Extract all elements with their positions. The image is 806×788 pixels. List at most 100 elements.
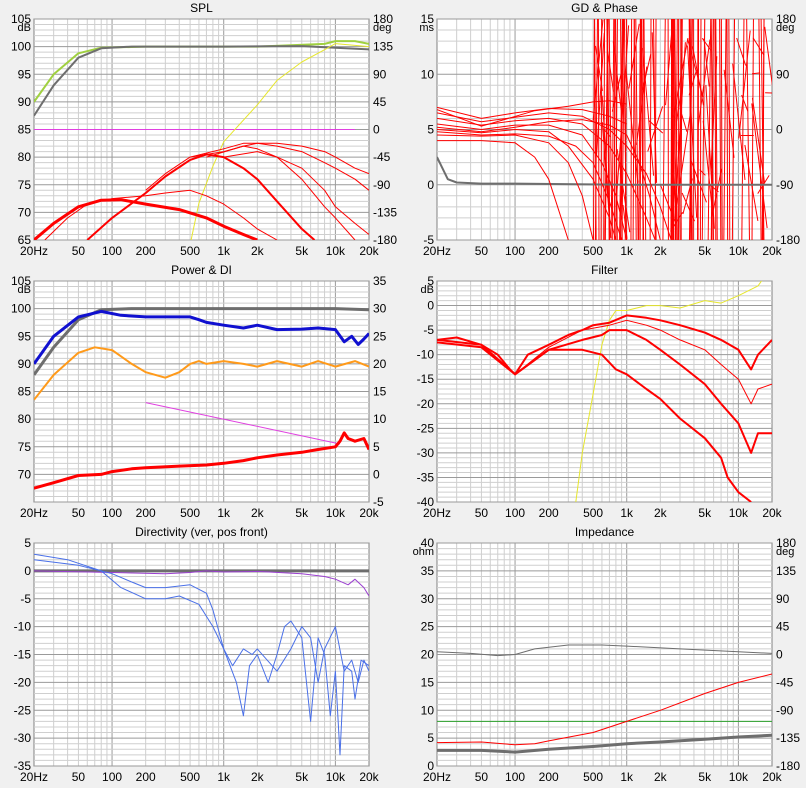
phase-segment bbox=[736, 37, 747, 66]
series-group bbox=[34, 307, 369, 490]
phase-wrap-line bbox=[699, 19, 702, 240]
phase-segment bbox=[702, 120, 713, 211]
phase-segment bbox=[674, 110, 692, 215]
phase-segment bbox=[660, 185, 677, 224]
phase-wrap-line bbox=[758, 19, 762, 240]
x-tick-label: 1k bbox=[217, 244, 231, 258]
phase-wrap-line bbox=[630, 19, 633, 240]
y2-tick-label: -135 bbox=[776, 731, 800, 745]
series-line bbox=[34, 346, 369, 401]
y2-tick-label: -45 bbox=[373, 150, 391, 164]
phase-segment bbox=[612, 41, 622, 111]
y2-tick-label: 0 bbox=[373, 123, 380, 137]
series-line bbox=[34, 559, 369, 683]
y-tick-label: -35 bbox=[14, 759, 32, 773]
phase-segment bbox=[651, 32, 658, 183]
phase-segment bbox=[642, 48, 655, 176]
x-tick-label: 20k bbox=[359, 244, 379, 258]
x-tick-label: 10k bbox=[326, 770, 346, 784]
series-line bbox=[189, 142, 369, 191]
phase-segment bbox=[602, 128, 611, 138]
y-tick-label: 80 bbox=[18, 150, 32, 164]
x-tick-label: 20Hz bbox=[423, 770, 451, 784]
phase-wrap-line bbox=[611, 19, 615, 240]
x-tick-label: 2k bbox=[654, 770, 668, 784]
series-line bbox=[34, 431, 369, 490]
y-tick-label: 5 bbox=[427, 731, 434, 745]
phase-wrap-line bbox=[620, 19, 624, 240]
series-line bbox=[44, 189, 278, 240]
y-unit-label: dB bbox=[421, 284, 434, 296]
y2-tick-label: 15 bbox=[373, 385, 387, 399]
phase-wrap-line bbox=[638, 19, 641, 240]
series-line bbox=[34, 570, 369, 597]
phase-segment bbox=[752, 37, 765, 56]
y-unit-label: dB bbox=[18, 284, 31, 296]
x-tick-label: 2k bbox=[251, 506, 265, 520]
y2-tick-label: 90 bbox=[776, 67, 790, 81]
phase-segment bbox=[592, 19, 604, 121]
y-tick-label: 105 bbox=[11, 12, 31, 26]
spl-panel: SPL 20Hz 50 100 200 500 1k 2k 5k 10k 20k 65 70 75 80 8… bbox=[0, 0, 403, 262]
x-tick-label: 200 bbox=[136, 506, 156, 520]
x-tick-label: 20Hz bbox=[423, 244, 451, 258]
phase-segment bbox=[732, 63, 746, 180]
x-tick-label: 50 bbox=[72, 770, 86, 784]
x-tick-label: 5k bbox=[295, 506, 309, 520]
y-tick-label: -25 bbox=[14, 703, 32, 717]
x-tick-label: 5k bbox=[698, 770, 712, 784]
y2-tick-label: 10 bbox=[373, 412, 387, 426]
y-tick-label: 5 bbox=[427, 274, 434, 288]
y2-tick-label: 0 bbox=[776, 123, 783, 137]
y2-tick-label: 20 bbox=[373, 357, 387, 371]
plot-area bbox=[436, 280, 773, 503]
phase-segment bbox=[622, 204, 628, 239]
series-group bbox=[34, 553, 369, 756]
y-tick-label: 85 bbox=[18, 385, 32, 399]
phase-segment bbox=[690, 159, 707, 203]
y2-tick-label: 135 bbox=[373, 40, 393, 54]
series-group bbox=[437, 644, 772, 754]
phase-wrap-line bbox=[594, 19, 597, 240]
x-tick-label: 200 bbox=[136, 244, 156, 258]
phase-wrap-line bbox=[707, 19, 712, 240]
y-tick-label: 0 bbox=[427, 178, 434, 192]
y-tick-label: 90 bbox=[18, 95, 32, 109]
phase-segment bbox=[615, 25, 630, 208]
phase-wrap-line bbox=[715, 19, 718, 240]
x-tick-label: 100 bbox=[505, 506, 525, 520]
series-line bbox=[34, 198, 258, 240]
phase-wrap-line bbox=[720, 19, 723, 240]
x-tick-label: 1k bbox=[620, 770, 634, 784]
y-tick-label: -10 bbox=[417, 348, 435, 362]
y2-tick-label: 30 bbox=[373, 302, 387, 316]
grid-lines bbox=[34, 280, 369, 503]
x-tick-label: 20k bbox=[359, 770, 379, 784]
grid-lines bbox=[437, 542, 772, 767]
phase-segment bbox=[595, 45, 603, 92]
y-tick-label: -35 bbox=[417, 470, 435, 484]
series-line bbox=[437, 123, 628, 240]
phase-wrap-line bbox=[689, 19, 693, 240]
phase-segment bbox=[687, 38, 704, 98]
phase-wrap-line bbox=[604, 19, 609, 240]
y2-tick-label: -180 bbox=[776, 233, 800, 247]
series-line bbox=[34, 307, 369, 376]
y-tick-label: 85 bbox=[18, 123, 32, 137]
y-tick-label: 100 bbox=[11, 40, 31, 54]
y-tick-label: 35 bbox=[421, 564, 435, 578]
phase-segment bbox=[675, 75, 684, 192]
x-tick-label: 5k bbox=[698, 506, 712, 520]
phase-wrap-line bbox=[662, 19, 666, 240]
y2-tick-label: 0 bbox=[373, 467, 380, 481]
y-tick-label: 70 bbox=[18, 205, 32, 219]
x-tick-label: 500 bbox=[180, 244, 200, 258]
y2-tick-label: 90 bbox=[776, 592, 790, 606]
x-tick-label: 20Hz bbox=[20, 770, 48, 784]
y-tick-label: 95 bbox=[18, 67, 32, 81]
x-tick-label: 10k bbox=[729, 506, 749, 520]
phase-wrap-line bbox=[593, 19, 595, 240]
phase-segment bbox=[681, 192, 696, 222]
y-unit-label: ms bbox=[419, 22, 434, 34]
y-tick-label: -40 bbox=[417, 495, 435, 509]
